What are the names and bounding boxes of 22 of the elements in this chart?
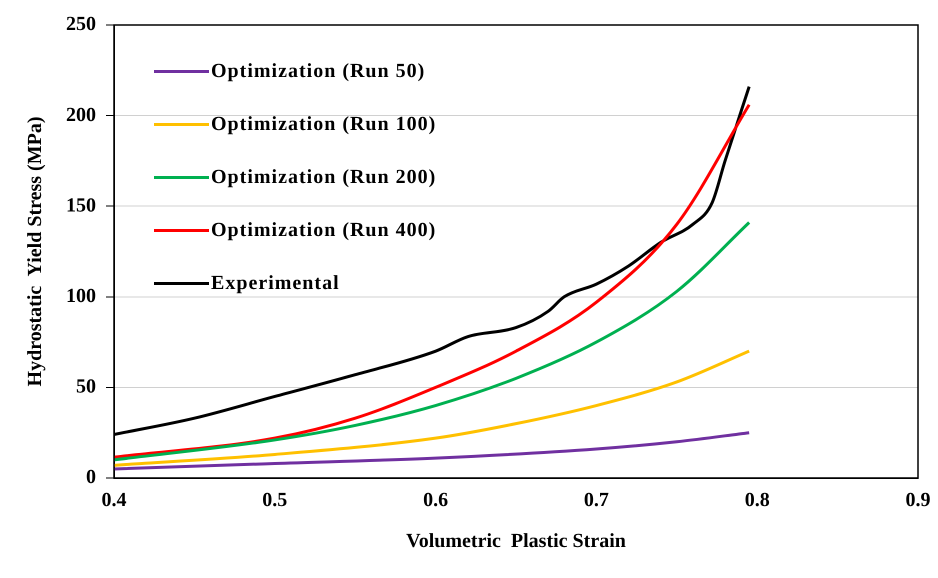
x-axis-title: Volumetric Plastic Strain bbox=[406, 530, 626, 552]
legend-label: Optimization (Run 400) bbox=[211, 219, 436, 242]
y-axis-title: Hydrostatic Yield Stress (MPa) bbox=[24, 116, 46, 386]
x-tick-label: 0.7 bbox=[584, 489, 609, 512]
legend-label: Optimization (Run 100) bbox=[211, 113, 436, 136]
legend-label: Optimization (Run 50) bbox=[211, 60, 426, 83]
y-tick-label: 150 bbox=[66, 194, 96, 216]
legend-label: Experimental bbox=[211, 272, 340, 295]
y-tick-label: 100 bbox=[66, 284, 96, 307]
line-series bbox=[114, 350, 751, 467]
line-series bbox=[114, 221, 751, 462]
y-tick-label: 0 bbox=[86, 466, 96, 488]
y-tick-label: 50 bbox=[76, 376, 96, 398]
x-tick-label: 0.6 bbox=[423, 489, 448, 512]
y-tick-label: 250 bbox=[66, 13, 96, 36]
x-tick-label: 0.5 bbox=[262, 489, 288, 512]
y-tick-label: 200 bbox=[66, 104, 96, 126]
legend-label: Optimization (Run 200) bbox=[211, 166, 436, 189]
x-tick-label: 0.8 bbox=[744, 489, 770, 512]
line-series bbox=[114, 431, 751, 470]
x-tick-label: 0.9 bbox=[906, 489, 930, 512]
x-tick-label: 0.4 bbox=[102, 489, 126, 512]
